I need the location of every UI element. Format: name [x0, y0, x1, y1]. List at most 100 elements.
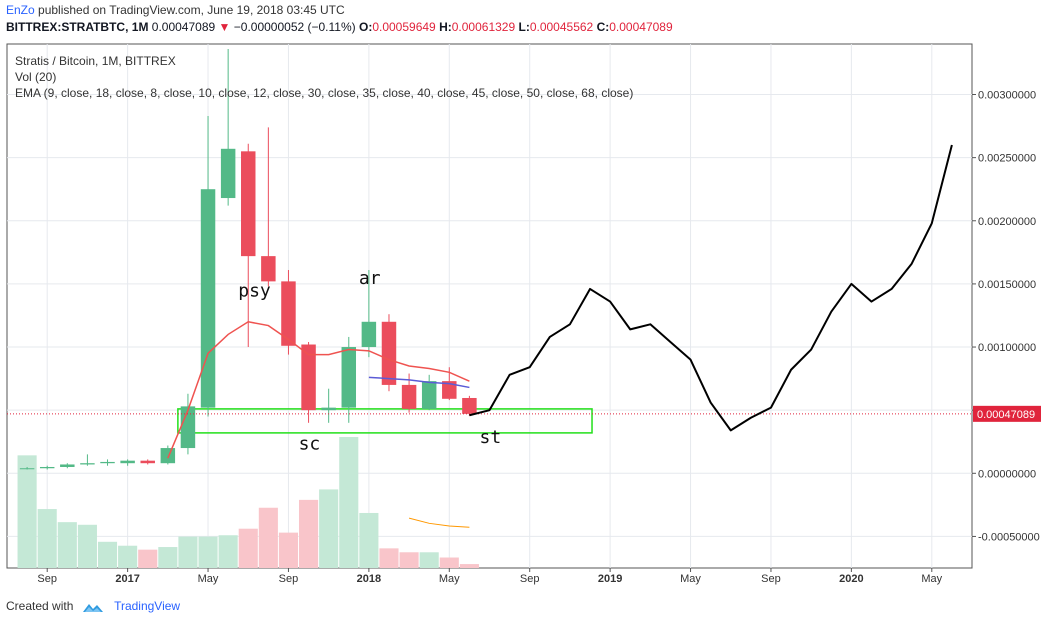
candle-body: [361, 321, 377, 348]
volume-bar: [118, 545, 138, 568]
volume-bar: [339, 437, 359, 568]
volume-bar: [439, 557, 459, 568]
close-value: 0.00047089: [609, 20, 673, 34]
volume-bar: [37, 509, 57, 568]
y-tick-label: 0.00100000: [978, 342, 1036, 354]
publish-text: published on TradingView.com, June 19, 2…: [38, 3, 345, 17]
y-tick-label: 0.00150000: [978, 279, 1036, 291]
tradingview-logo-icon: [82, 603, 103, 612]
candle-body: [301, 344, 316, 411]
plot-area: [6, 43, 973, 569]
candle-body: [442, 381, 457, 399]
candle-body: [19, 468, 35, 470]
annotation-ar: ar: [359, 268, 381, 289]
open-label: O:: [358, 20, 373, 34]
candle-body: [281, 281, 296, 346]
candle-body: [120, 460, 135, 464]
ema-blue-line: [368, 376, 470, 389]
candle-body: [462, 397, 477, 414]
candle-body: [261, 256, 276, 282]
x-tick-label: May: [921, 573, 942, 585]
x-tick-label: 2019: [598, 573, 622, 585]
change-value: −0.00000052 (−0.11%): [233, 20, 356, 34]
x-tick-label: May: [198, 573, 219, 585]
projection-line: [469, 144, 953, 432]
support-zone-box: [177, 408, 593, 434]
y-tick-label: -0.00050000: [978, 531, 1040, 543]
down-arrow-icon: ▼: [218, 20, 231, 34]
candle-body: [180, 406, 196, 449]
y-tick-label: 0.00300000: [978, 90, 1036, 102]
volume-bar: [379, 548, 399, 568]
volume-bar: [278, 532, 299, 568]
candle-body: [241, 151, 256, 257]
candle-body: [100, 461, 115, 464]
ema-red-line: [167, 320, 470, 459]
created-with-label: Created with: [6, 599, 74, 613]
candle-body: [321, 407, 336, 411]
x-tick-label: Sep: [761, 573, 781, 585]
volume-bar: [359, 512, 379, 568]
candle-body: [341, 347, 357, 408]
candle-body: [140, 460, 155, 464]
volume-bar: [299, 499, 319, 568]
volume-bar: [17, 455, 37, 568]
volume-bar: [97, 541, 118, 568]
high-value: 0.00061329: [451, 20, 516, 34]
volume-bar: [158, 547, 178, 568]
volume-bar: [178, 536, 198, 568]
candle-body: [381, 321, 397, 385]
indicator-label: EMA (9, close, 18, close, 8, close, 10, …: [15, 86, 633, 100]
symbol-label: BITTREX:STRATBTC, 1M: [6, 20, 149, 34]
last-price: 0.00047089: [151, 20, 216, 34]
low-value: 0.00045562: [529, 20, 594, 34]
x-tick-label: 2020: [839, 573, 863, 585]
last-price-badge: [973, 405, 1041, 422]
x-tick-label: Sep: [37, 573, 57, 585]
volume-bar: [258, 507, 278, 568]
volume-bar: [399, 552, 419, 568]
x-tick-label: 2017: [115, 573, 139, 585]
candle-body: [200, 189, 216, 408]
x-tick-label: May: [680, 573, 701, 585]
volume-ma-line: [408, 517, 470, 528]
x-tick-label: Sep: [520, 573, 540, 585]
volume-bar: [238, 528, 258, 568]
volume-bar: [198, 536, 218, 568]
volume-bar: [77, 524, 97, 568]
close-label: C:: [596, 20, 610, 34]
x-tick-label: 2018: [357, 573, 381, 585]
indicator-label: Vol (20): [15, 70, 56, 84]
x-tick-label: May: [439, 573, 460, 585]
y-tick-label: 0.00000000: [978, 468, 1036, 480]
open-value: 0.00059649: [372, 20, 436, 34]
annotation-sc: sc: [299, 433, 321, 454]
volume-bar: [319, 489, 339, 568]
author-link[interactable]: EnZo: [6, 3, 35, 17]
candle-body: [160, 448, 176, 464]
annotation-psy: psy: [238, 281, 271, 302]
volume-bar: [57, 522, 77, 568]
footer: Created with TradingView: [6, 599, 180, 614]
quote-line: BITTREX:STRATBTC, 1M 0.00047089 ▼ −0.000…: [6, 20, 673, 34]
y-tick-label: 0.00250000: [978, 153, 1036, 165]
last-price-badge-label: 0.00047089: [977, 409, 1035, 421]
candle-body: [220, 148, 236, 199]
volume-bar: [459, 564, 479, 568]
candle-body: [39, 466, 55, 469]
volume-bar: [419, 552, 439, 568]
high-label: H:: [439, 20, 452, 34]
low-label: L:: [518, 20, 530, 34]
candle-body: [60, 464, 75, 467]
candle-body: [421, 381, 437, 409]
volume-bar: [218, 535, 238, 568]
chart-title: Stratis / Bitcoin, 1M, BITTREX: [15, 54, 176, 68]
y-tick-label: 0.00200000: [978, 216, 1036, 228]
tradingview-link[interactable]: TradingView: [114, 599, 181, 613]
x-tick-label: Sep: [279, 573, 299, 585]
candle-body: [80, 463, 95, 465]
candle-body: [401, 384, 417, 409]
publish-info: EnZo published on TradingView.com, June …: [6, 3, 345, 17]
annotation-st: st: [480, 427, 502, 448]
